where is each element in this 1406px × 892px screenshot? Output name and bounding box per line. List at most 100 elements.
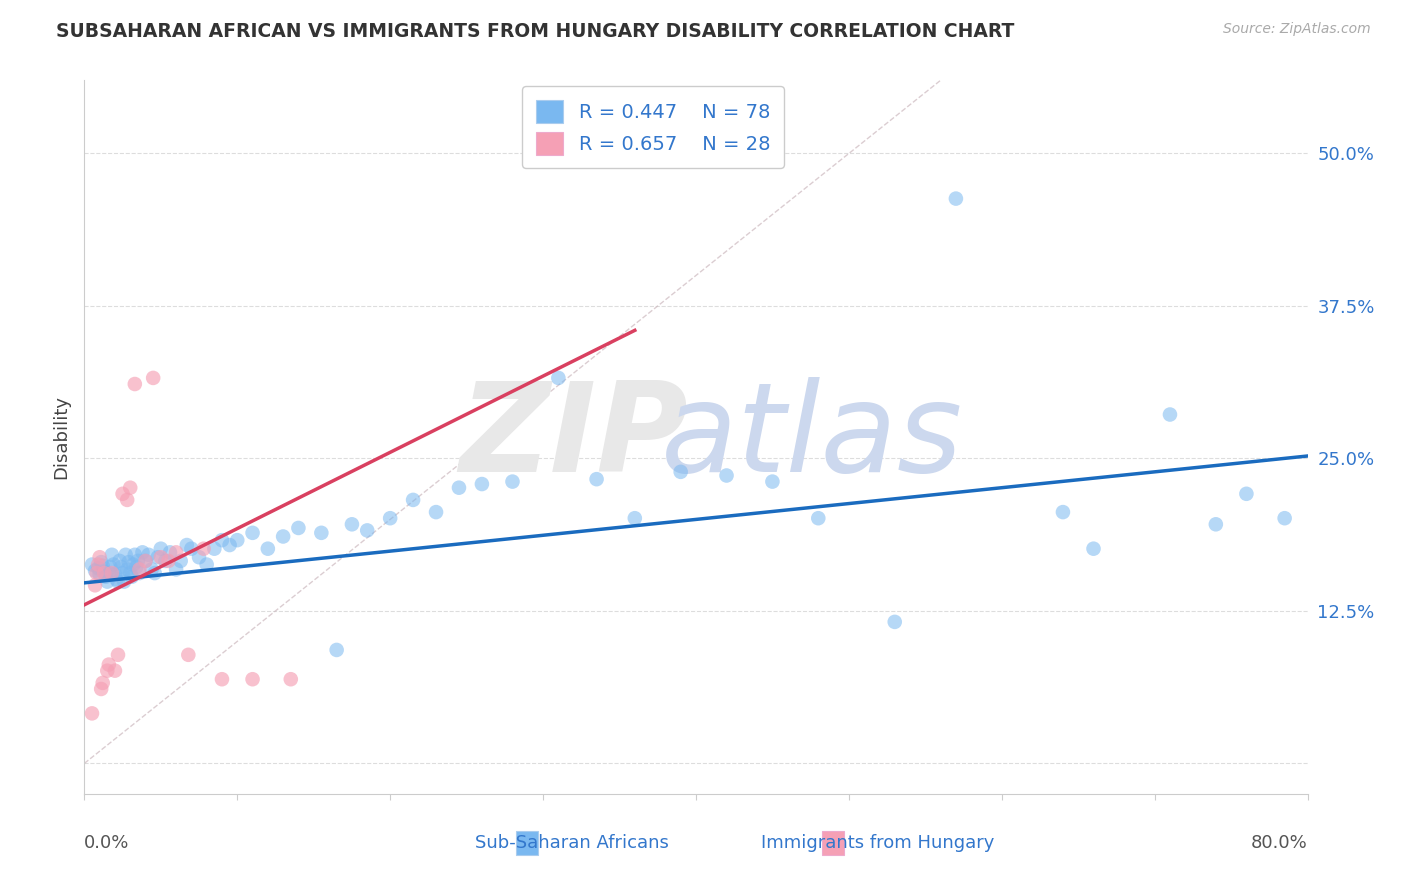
Point: [356, 524, 378, 538]
Point: [188, 550, 211, 565]
Point: [127, 554, 149, 568]
Point: [180, 541, 202, 556]
Point: [257, 541, 280, 556]
Point: [131, 545, 153, 559]
Point: [155, 554, 177, 568]
Point: [287, 521, 309, 535]
Point: [242, 672, 264, 686]
Point: [1052, 505, 1074, 519]
Point: [176, 538, 198, 552]
Point: [93, 565, 115, 579]
Point: [97, 566, 120, 580]
Point: [122, 558, 145, 572]
Point: [80, 558, 103, 572]
Point: [138, 548, 160, 562]
Point: [135, 554, 157, 568]
Point: [177, 648, 200, 662]
Point: [761, 475, 783, 489]
Point: [120, 481, 142, 495]
Point: [585, 472, 607, 486]
Point: [94, 570, 117, 584]
Point: [98, 560, 121, 574]
Point: [202, 541, 225, 556]
Point: [124, 548, 146, 562]
Point: [165, 545, 187, 559]
Point: [111, 487, 134, 501]
Point: [135, 554, 157, 568]
Point: [110, 560, 132, 574]
Point: [115, 492, 138, 507]
Point: [242, 525, 264, 540]
Text: atlas: atlas: [661, 376, 963, 498]
Point: [101, 566, 124, 580]
Point: [1205, 517, 1227, 532]
Point: [128, 562, 150, 576]
Point: [84, 564, 107, 578]
Point: [143, 566, 166, 580]
Point: [624, 511, 647, 525]
Point: [120, 566, 142, 580]
Point: [90, 555, 112, 569]
Point: [226, 533, 249, 548]
Point: [87, 561, 110, 575]
Point: [1083, 541, 1105, 556]
Y-axis label: Disability: Disability: [52, 395, 70, 479]
Point: [883, 615, 905, 629]
Point: [271, 529, 294, 543]
Point: [807, 511, 830, 525]
Point: [157, 554, 180, 568]
Point: [84, 578, 107, 592]
Point: [105, 572, 128, 586]
Point: [1274, 511, 1296, 525]
Point: [124, 377, 146, 392]
Point: [142, 371, 165, 385]
Point: [115, 562, 138, 576]
Point: [121, 570, 143, 584]
Point: [89, 567, 111, 582]
Point: [93, 566, 115, 580]
Point: [103, 558, 125, 572]
Point: [218, 538, 240, 552]
Text: Sub-Saharan Africans: Sub-Saharan Africans: [475, 834, 669, 852]
Point: [195, 558, 218, 572]
Point: [91, 558, 114, 573]
Point: [211, 672, 233, 686]
Text: 0.0%: 0.0%: [84, 834, 129, 852]
Point: [86, 566, 108, 580]
Point: [280, 672, 302, 686]
Point: [211, 533, 233, 548]
Point: [96, 664, 118, 678]
Point: [104, 664, 127, 678]
Point: [325, 643, 347, 657]
Point: [669, 465, 692, 479]
Point: [89, 550, 111, 565]
Point: [547, 371, 569, 385]
Point: [402, 492, 425, 507]
Point: [340, 517, 363, 532]
Point: [128, 566, 150, 580]
Point: [87, 558, 110, 572]
Legend: R = 0.447    N = 78, R = 0.657    N = 28: R = 0.447 N = 78, R = 0.657 N = 28: [523, 87, 785, 169]
Point: [90, 681, 112, 696]
Point: [96, 574, 118, 589]
Point: [141, 562, 163, 576]
Point: [91, 676, 114, 690]
Point: [193, 541, 215, 556]
Point: [111, 566, 134, 580]
Point: [108, 554, 131, 568]
Text: 80.0%: 80.0%: [1251, 834, 1308, 852]
Point: [1159, 408, 1181, 422]
Text: SUBSAHARAN AFRICAN VS IMMIGRANTS FROM HUNGARY DISABILITY CORRELATION CHART: SUBSAHARAN AFRICAN VS IMMIGRANTS FROM HU…: [56, 22, 1015, 41]
Point: [311, 525, 333, 540]
Point: [149, 550, 172, 565]
Point: [471, 477, 494, 491]
Point: [159, 545, 181, 559]
Point: [118, 555, 141, 569]
Point: [107, 648, 129, 662]
Point: [716, 468, 738, 483]
Text: ZIP: ZIP: [460, 376, 688, 498]
Point: [112, 574, 135, 589]
Point: [165, 562, 187, 576]
Text: Immigrants from Hungary: Immigrants from Hungary: [761, 834, 994, 852]
Point: [502, 475, 524, 489]
